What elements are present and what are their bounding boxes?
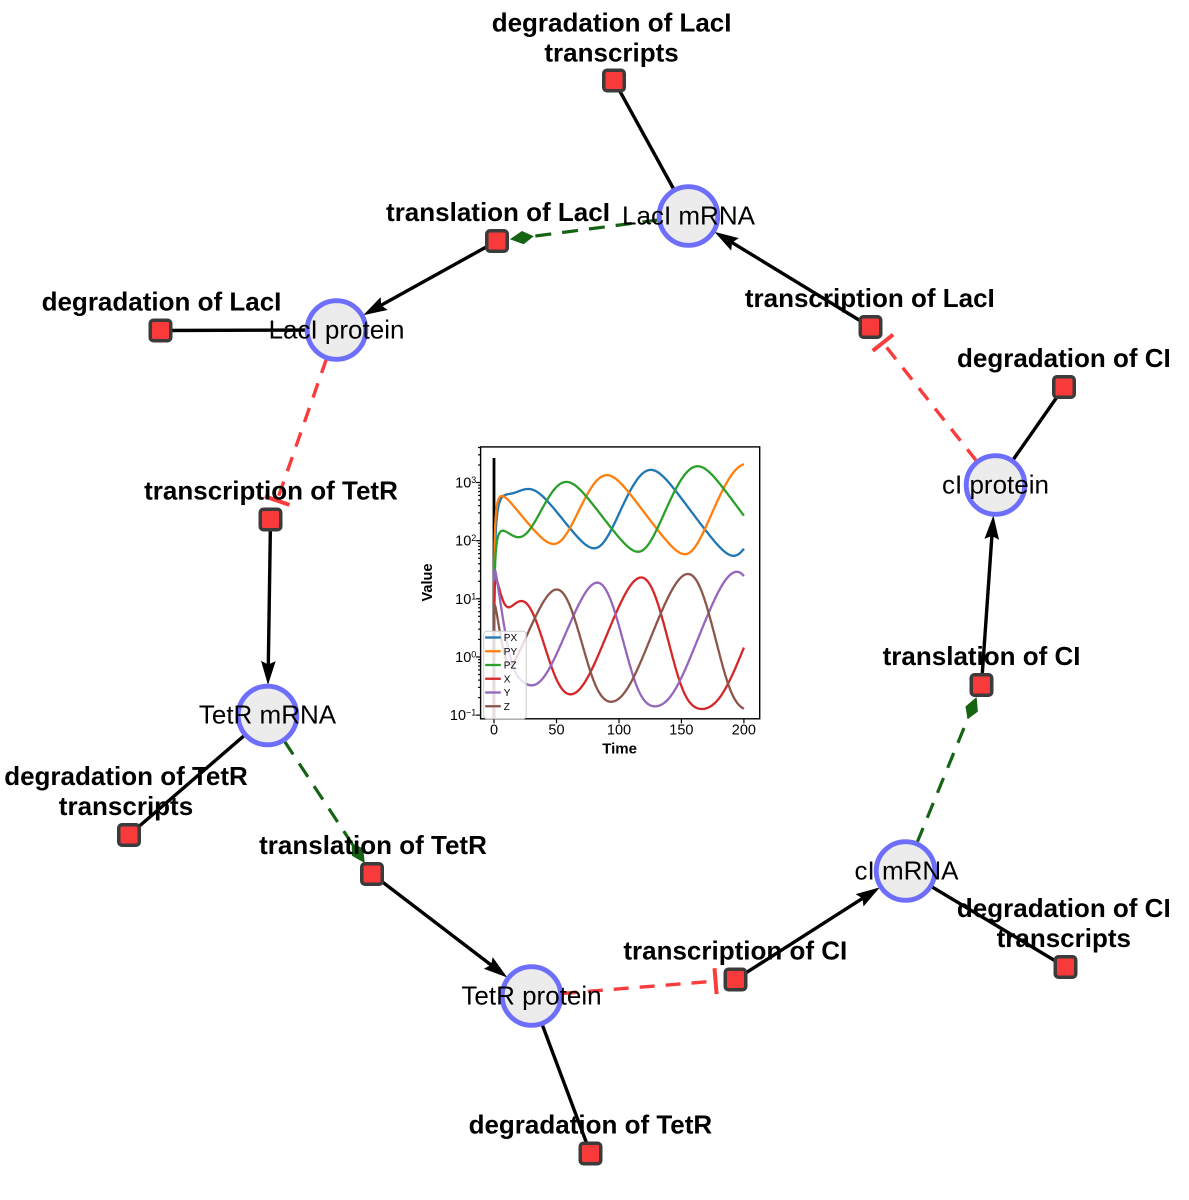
svg-text:103: 103 bbox=[455, 475, 476, 492]
svg-text:200: 200 bbox=[732, 723, 756, 739]
svg-text:transcripts: transcripts bbox=[59, 791, 193, 821]
svg-text:100: 100 bbox=[455, 650, 476, 667]
svg-text:cI mRNA: cI mRNA bbox=[855, 856, 960, 886]
svg-text:102: 102 bbox=[455, 533, 476, 550]
svg-text:degradation of TetR: degradation of TetR bbox=[469, 1110, 713, 1140]
svg-text:degradation of TetR: degradation of TetR bbox=[4, 761, 248, 791]
svg-text:transcription of LacI: transcription of LacI bbox=[745, 283, 995, 313]
svg-text:transcripts: transcripts bbox=[997, 923, 1131, 953]
svg-text:degradation of CI: degradation of CI bbox=[957, 343, 1171, 373]
svg-text:transcription of TetR: transcription of TetR bbox=[144, 476, 398, 506]
svg-text:0: 0 bbox=[490, 723, 498, 739]
svg-text:Value: Value bbox=[420, 564, 436, 602]
svg-text:degradation of CI: degradation of CI bbox=[957, 893, 1171, 923]
svg-text:Time: Time bbox=[602, 741, 637, 758]
svg-text:transcripts: transcripts bbox=[544, 38, 678, 68]
svg-text:LacI protein: LacI protein bbox=[269, 315, 405, 345]
svg-text:101: 101 bbox=[455, 591, 476, 608]
svg-text:150: 150 bbox=[669, 723, 693, 739]
svg-text:translation of CI: translation of CI bbox=[883, 641, 1081, 671]
svg-text:50: 50 bbox=[548, 723, 564, 739]
svg-text:translation of LacI: translation of LacI bbox=[386, 197, 610, 227]
svg-text:TetR mRNA: TetR mRNA bbox=[199, 700, 337, 730]
svg-text:PZ: PZ bbox=[504, 661, 517, 672]
svg-text:degradation of LacI: degradation of LacI bbox=[42, 287, 282, 317]
svg-text:X: X bbox=[504, 674, 511, 685]
svg-text:LacI mRNA: LacI mRNA bbox=[622, 201, 756, 231]
svg-text:cI protein: cI protein bbox=[942, 470, 1049, 500]
svg-text:PX: PX bbox=[504, 633, 518, 644]
svg-text:PY: PY bbox=[504, 647, 518, 658]
svg-text:100: 100 bbox=[607, 723, 631, 739]
svg-text:degradation of LacI: degradation of LacI bbox=[492, 8, 732, 38]
svg-text:transcription of CI: transcription of CI bbox=[623, 936, 847, 966]
svg-text:TetR protein: TetR protein bbox=[461, 981, 601, 1011]
svg-text:translation of TetR: translation of TetR bbox=[259, 830, 487, 860]
svg-text:Y: Y bbox=[504, 688, 511, 699]
svg-text:Z: Z bbox=[504, 702, 510, 713]
